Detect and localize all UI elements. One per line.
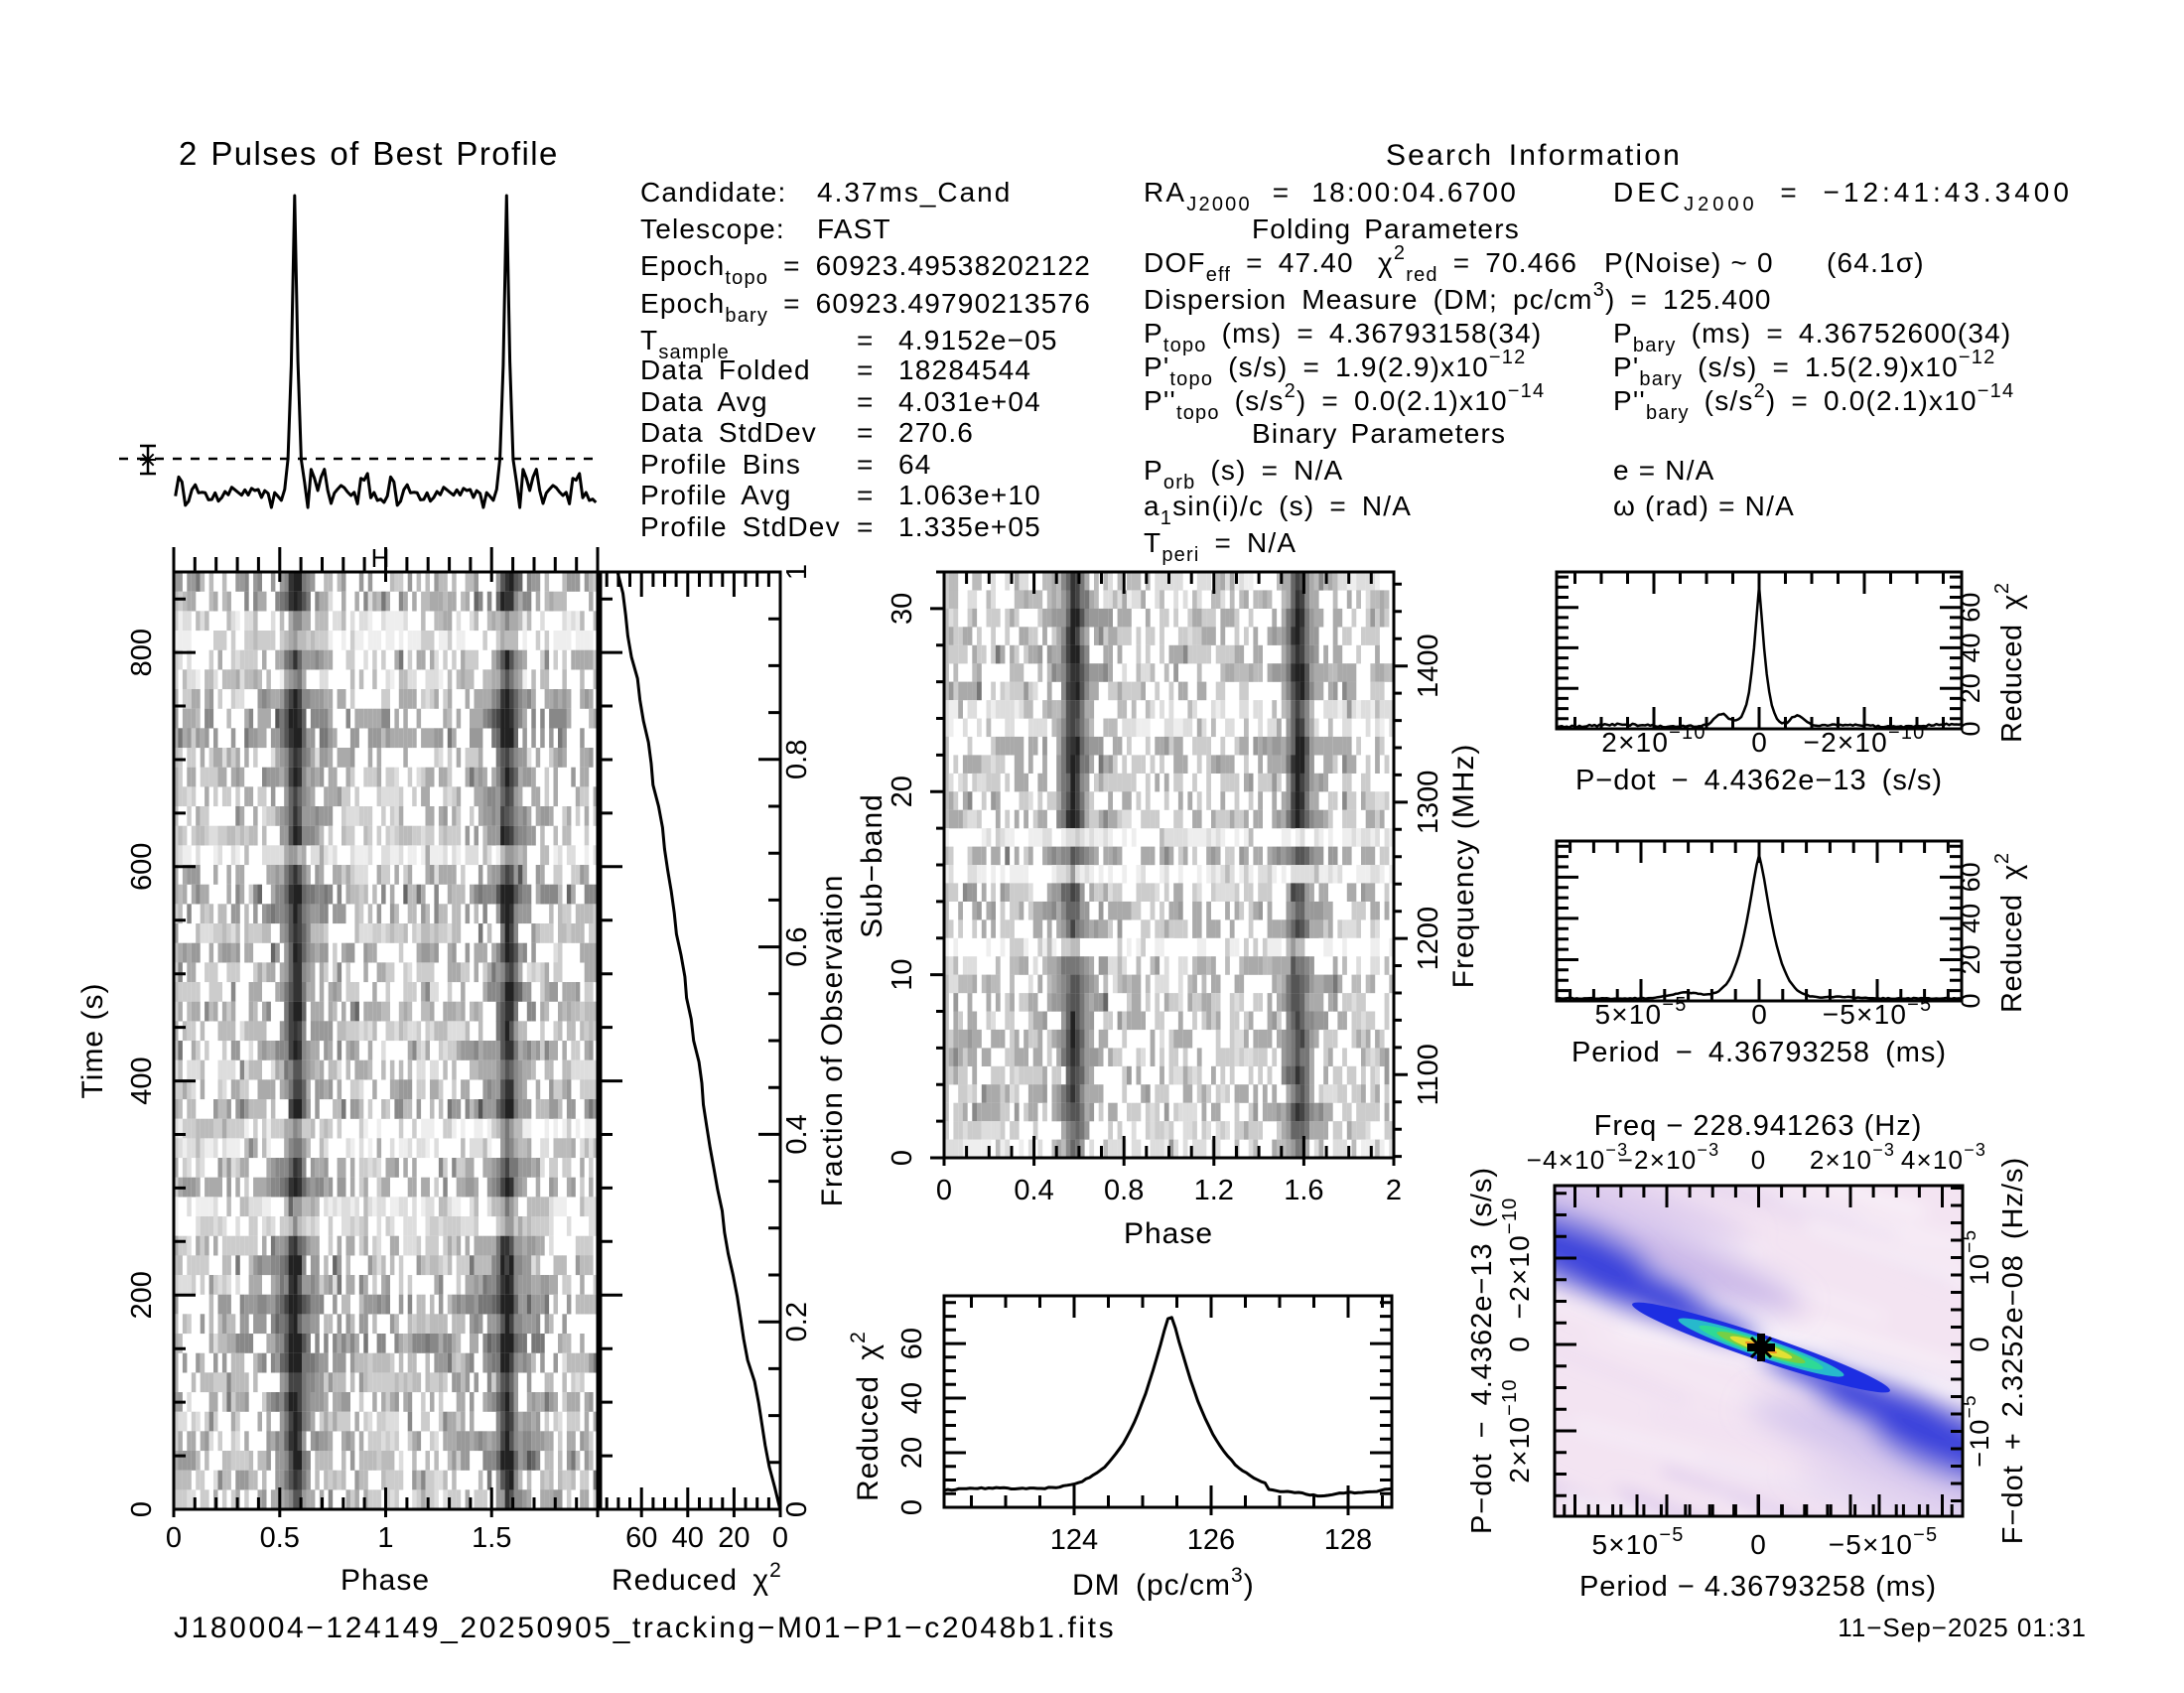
svg-text:a1sin(i)/c (s) = N/A: a1sin(i)/c (s) = N/A [1144, 491, 1412, 529]
svg-text:0: 0 [126, 1501, 158, 1517]
svg-text:0: 0 [166, 1522, 182, 1554]
svg-text:RAJ2000 = 18:00:04.6700: RAJ2000 = 18:00:04.6700 [1144, 177, 1518, 215]
svg-text:1: 1 [377, 1522, 393, 1554]
svg-text:Fraction of Observation: Fraction of Observation [816, 875, 849, 1207]
svg-text:Profile Bins: Profile Bins [640, 449, 801, 480]
svg-text:Search Information: Search Information [1386, 139, 1682, 172]
svg-text:1.335e+05: 1.335e+05 [898, 511, 1041, 542]
svg-text:600: 600 [126, 843, 158, 891]
svg-text:Reduced χ2: Reduced χ2 [612, 1559, 782, 1597]
svg-text:Folding Parameters: Folding Parameters [1252, 213, 1520, 244]
svg-text:64: 64 [898, 449, 932, 480]
svg-text:0.6: 0.6 [781, 926, 813, 966]
svg-text:Binary Parameters: Binary Parameters [1252, 418, 1506, 449]
svg-text:0.5: 0.5 [260, 1522, 300, 1554]
svg-text:(64.1σ): (64.1σ) [1827, 247, 1925, 278]
svg-text:0: 0 [781, 1501, 813, 1517]
svg-text:1.063e+10: 1.063e+10 [898, 480, 1041, 510]
svg-text:4.9152e−05: 4.9152e−05 [898, 325, 1058, 355]
svg-text:270.6: 270.6 [898, 417, 974, 448]
svg-text:60: 60 [625, 1522, 657, 1554]
svg-text:DOFeff = 47.40: DOFeff = 47.40 [1144, 247, 1354, 286]
svg-text:1.5: 1.5 [472, 1522, 511, 1554]
svg-text:Phase: Phase [341, 1564, 430, 1597]
svg-text:4.031e+04: 4.031e+04 [898, 386, 1041, 417]
svg-text:=: = [857, 354, 873, 385]
svg-text:1: 1 [781, 564, 813, 580]
svg-text:=: = [857, 325, 873, 355]
svg-text:0: 0 [772, 1522, 788, 1554]
svg-text:40: 40 [672, 1522, 704, 1554]
svg-text:Profile StdDev: Profile StdDev [640, 511, 841, 542]
svg-text:Porb (s) = N/A: Porb (s) = N/A [1144, 455, 1343, 494]
svg-text:=: = [857, 511, 873, 542]
svg-text:Epochtopo = 60923.4953820212: Epochtopo = 60923.49538202122 [640, 250, 1091, 289]
svg-text:ω (rad) = N/A: ω (rad) = N/A [1613, 491, 1795, 521]
svg-text:Tperi = N/A: Tperi = N/A [1144, 527, 1297, 566]
svg-text:20: 20 [718, 1522, 750, 1554]
svg-text:Telescope:: Telescope: [640, 213, 785, 244]
svg-text:DECJ2000 = −12:41:43.3400: DECJ2000 = −12:41:43.3400 [1613, 177, 2073, 215]
svg-text:0.2: 0.2 [781, 1302, 813, 1341]
svg-text:Candidate:: Candidate: [640, 177, 786, 208]
svg-text:800: 800 [126, 629, 158, 676]
svg-text:0.8: 0.8 [781, 740, 813, 779]
svg-text:FAST: FAST [817, 213, 891, 244]
svg-text:P(Noise) ~ 0: P(Noise) ~ 0 [1604, 247, 1774, 278]
svg-text:Epochbary = 60923.4979021357: Epochbary = 60923.49790213576 [640, 288, 1091, 327]
svg-text:Time (s): Time (s) [76, 983, 109, 1099]
svg-text:400: 400 [126, 1057, 158, 1104]
svg-text:=: = [857, 417, 873, 448]
svg-text:4.37ms_Cand: 4.37ms_Cand [817, 177, 1012, 208]
svg-text:0.4: 0.4 [781, 1114, 813, 1154]
svg-text:Data Avg: Data Avg [640, 386, 768, 417]
svg-text:Dispersion Measure (DM; pc/cm3: Dispersion Measure (DM; pc/cm3) = 125.40… [1144, 279, 1772, 315]
svg-text:2 Pulses of Best Profile: 2 Pulses of Best Profile [179, 135, 559, 172]
svg-text:e = N/A: e = N/A [1613, 455, 1715, 486]
svg-text:18284544: 18284544 [898, 354, 1031, 385]
svg-text:χ2red = 70.466: χ2red = 70.466 [1378, 242, 1577, 286]
svg-text:=: = [857, 480, 873, 510]
svg-text:200: 200 [126, 1271, 158, 1319]
svg-text:Data Folded: Data Folded [640, 354, 811, 385]
svg-text:=: = [857, 449, 873, 480]
svg-text:Data StdDev: Data StdDev [640, 417, 817, 448]
svg-text:Profile Avg: Profile Avg [640, 480, 792, 510]
svg-text:=: = [857, 386, 873, 417]
